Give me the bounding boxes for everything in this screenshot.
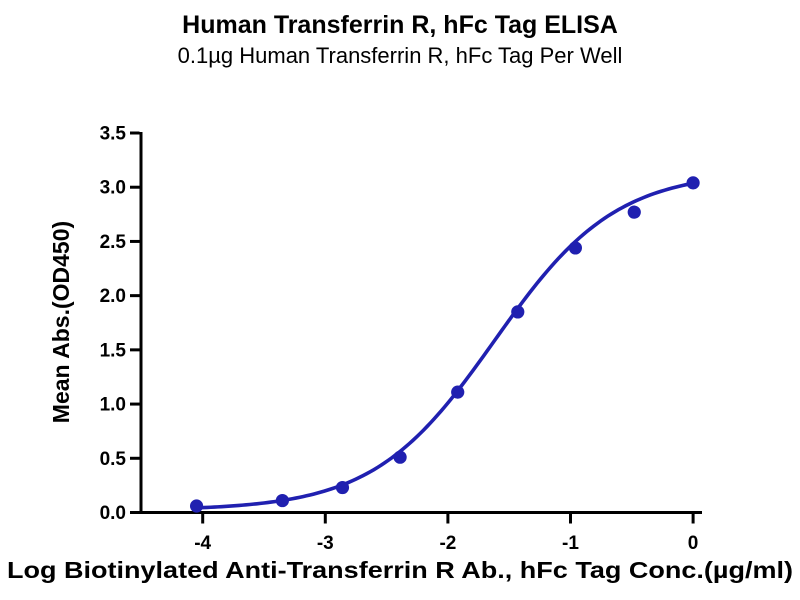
- data-point: [275, 493, 289, 508]
- y-tick-label: 2.0: [100, 286, 126, 307]
- data-point: [393, 450, 407, 464]
- data-point: [451, 385, 465, 399]
- chart-title: Human Transferrin R, hFc Tag ELISA: [182, 11, 618, 39]
- y-tick-label: 1.0: [100, 395, 126, 416]
- dose-response-curve: [194, 181, 695, 510]
- data-point: [511, 305, 525, 319]
- data-point: [627, 205, 641, 219]
- y-axis-label: Mean Abs.(OD450): [48, 221, 74, 423]
- x-tick-label: 0: [688, 533, 699, 554]
- y-tick-label: 1.5: [100, 340, 127, 361]
- x-tick-label: -3: [317, 533, 334, 554]
- y-tick-label: 3.0: [100, 178, 126, 199]
- data-point: [568, 241, 583, 255]
- chart-subtitle: 0.1µg Human Transferrin R, hFc Tag Per W…: [177, 43, 623, 68]
- y-tick-label: 0.5: [100, 449, 127, 470]
- data-point: [189, 499, 204, 513]
- data-points-layer: [189, 176, 700, 513]
- axes-layer: -4 -3 -2 -1 0 0.0 0.5 1.0 1.5 2.0 2.5 3.0 3.5: [100, 124, 702, 554]
- x-tick-label: -4: [194, 533, 211, 554]
- data-point: [686, 176, 700, 190]
- x-tick-label: -2: [439, 533, 456, 554]
- y-tick-label: 2.5: [100, 232, 127, 253]
- x-tick-label: -1: [562, 533, 579, 554]
- fit-curve-layer: [194, 181, 695, 510]
- y-tick-label: 0.0: [100, 503, 126, 524]
- x-axis-label: Log Biotinylated Anti-Transferrin R Ab.,…: [7, 557, 793, 583]
- y-tick-label: 3.5: [100, 124, 127, 145]
- data-point: [335, 480, 350, 495]
